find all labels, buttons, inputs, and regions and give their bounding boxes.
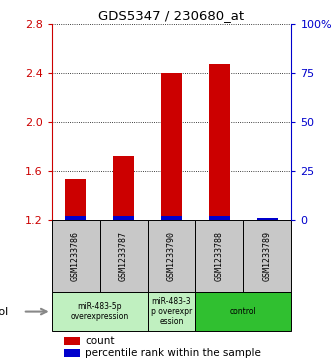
Text: miR-483-3
p overexpr
ession: miR-483-3 p overexpr ession <box>151 297 192 326</box>
Text: count: count <box>85 336 115 346</box>
Bar <box>161 216 182 220</box>
Bar <box>65 179 86 220</box>
Bar <box>148 292 195 331</box>
Text: GSM1233786: GSM1233786 <box>71 231 80 281</box>
Bar <box>243 220 291 292</box>
Bar <box>52 220 100 292</box>
Text: percentile rank within the sample: percentile rank within the sample <box>85 348 261 358</box>
Bar <box>148 220 195 292</box>
Text: GSM1233788: GSM1233788 <box>215 231 224 281</box>
Bar <box>209 64 230 220</box>
Text: miR-483-5p
overexpression: miR-483-5p overexpression <box>71 302 129 321</box>
Bar <box>113 156 134 220</box>
Text: GSM1233790: GSM1233790 <box>167 231 176 281</box>
Bar <box>100 220 148 292</box>
Bar <box>195 292 291 331</box>
Bar <box>52 292 148 331</box>
Bar <box>257 218 278 220</box>
Bar <box>113 216 134 220</box>
Bar <box>64 349 80 357</box>
Bar <box>209 216 230 220</box>
Bar <box>161 73 182 220</box>
Text: protocol: protocol <box>0 307 8 317</box>
Text: control: control <box>230 307 257 316</box>
Bar <box>195 220 243 292</box>
Title: GDS5347 / 230680_at: GDS5347 / 230680_at <box>99 9 244 23</box>
Bar <box>65 216 86 220</box>
Bar <box>64 337 80 344</box>
Text: GSM1233789: GSM1233789 <box>263 231 272 281</box>
Text: GSM1233787: GSM1233787 <box>119 231 128 281</box>
